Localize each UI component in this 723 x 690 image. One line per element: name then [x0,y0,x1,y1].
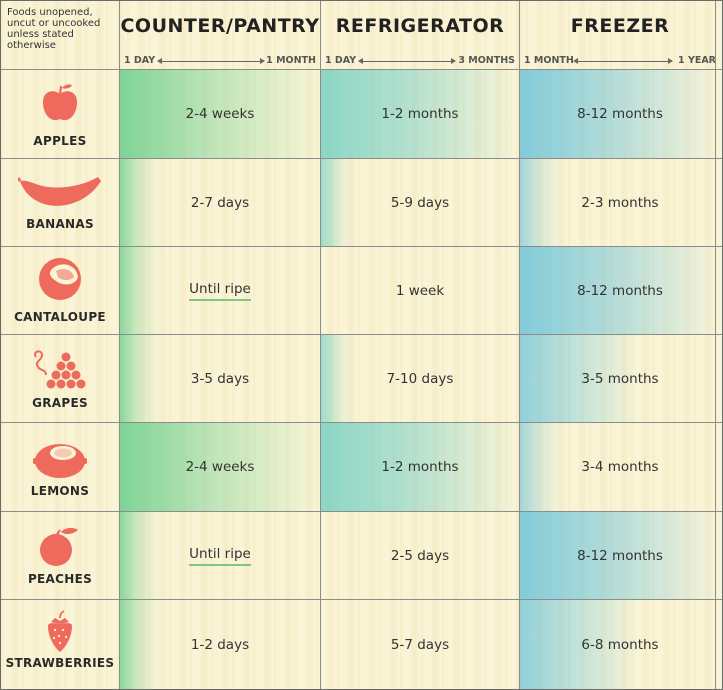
freezer-value: 8-12 months [577,547,663,564]
food-row-bananas: BANANAS 2-7 days 5-9 days 2-3 months [1,159,722,246]
fridge-cell: 5-7 days [321,600,519,689]
fridge-value: 5-9 days [390,194,450,211]
food-label-cell: APPLES [1,70,119,158]
freezer-value: 2-3 months [581,194,659,211]
grid-line [1,69,722,70]
pantry-cell: 1-2 days [120,600,320,689]
food-label-cell: STRAWBERRIES [1,600,119,689]
food-name: CANTALOUPE [14,310,106,324]
pantry-value: 2-7 days [190,194,250,211]
freezer-value: 6-8 months [581,636,659,653]
header-note: Foods unopened, uncut or uncooked unless… [7,7,101,51]
fridge-value: 7-10 days [386,370,454,387]
cantaloupe-icon [39,258,81,300]
lemon-icon [33,444,87,478]
food-name: STRAWBERRIES [5,656,115,670]
pantry-value: Until ripe [189,281,251,301]
peach-icon [40,528,78,566]
food-label-cell: BANANAS [1,159,119,246]
food-row-apples: APPLES 2-4 weeks 1-2 months 8-12 months [1,70,722,158]
freezer-value: 8-12 months [577,282,663,299]
fridge-cell: 1-2 months [321,70,519,158]
fridge-cell: 7-10 days [321,335,519,422]
scale-high: 1 MONTH [266,55,316,66]
scale-low: 1 MONTH [524,55,574,66]
freezer-cell: 8-12 months [520,512,720,599]
fridge-cell: 1 week [321,247,519,334]
scale-freezer: 1 MONTH 1 YEAR [520,55,720,67]
freezer-cell: 6-8 months [520,600,720,689]
apple-icon [42,84,78,121]
fridge-value: 1-2 months [381,106,459,122]
pantry-value: 3-5 days [190,370,250,387]
strawberry-icon [48,610,72,652]
scale-arrow [573,58,673,64]
pantry-value: 2-4 weeks [185,106,255,122]
grid-line [320,1,321,689]
pantry-cell: 2-4 weeks [120,423,320,511]
pantry-cell: 2-7 days [120,159,320,246]
freezer-cell: 3-4 months [520,423,720,511]
freezer-cell: 8-12 months [520,247,720,334]
fridge-cell: 1-2 months [321,423,519,511]
food-row-strawberries: STRAWBERRIES 1-2 days 5-7 days 6-8 month… [1,600,722,689]
fridge-value: 2-5 days [390,547,450,564]
scale-high: 3 MONTHS [458,55,515,66]
scale-arrow [358,58,456,64]
food-name: APPLES [33,134,87,148]
grid-line [1,422,722,423]
food-label-cell: CANTALOUPE [1,247,119,334]
pantry-value: 2-4 weeks [185,459,255,475]
food-row-grapes: GRAPES 3-5 days 7-10 days 3-5 months [1,335,722,422]
scale-high: 1 YEAR [678,55,716,66]
pantry-value: Until ripe [189,546,251,566]
grid-line [715,1,716,689]
food-label-cell: LEMONS [1,423,119,511]
scale-arrow [157,58,265,64]
grapes-icon [34,350,86,389]
freezer-cell: 8-12 months [520,70,720,158]
scale-low: 1 DAY [124,55,156,66]
fridge-value: 1 week [395,282,445,299]
pantry-cell: Until ripe [120,247,320,334]
grid-line [1,511,722,512]
pantry-value: 1-2 days [190,636,250,653]
fridge-cell: 2-5 days [321,512,519,599]
column-title-refrigerator: REFRIGERATOR [335,15,505,37]
food-row-cantaloupe: CANTALOUPE Until ripe 1 week 8-12 months [1,247,722,334]
freezer-cell: 3-5 months [520,335,720,422]
food-name: PEACHES [27,572,93,586]
food-name: LEMONS [30,484,90,498]
column-title-pantry: COUNTER/PANTRY [120,15,320,37]
scale-pantry: 1 DAY 1 MONTH [120,55,320,67]
food-row-peaches: PEACHES Until ripe 2-5 days 8-12 months [1,512,722,599]
grid-line [519,1,520,689]
pantry-cell: 3-5 days [120,335,320,422]
freezer-value: 3-5 months [581,370,659,387]
fridge-cell: 5-9 days [321,159,519,246]
grid-line [1,599,722,600]
fridge-value: 5-7 days [390,636,450,653]
column-title-freezer: FREEZER [570,15,670,37]
pantry-cell: 2-4 weeks [120,70,320,158]
scale-refrigerator: 1 DAY 3 MONTHS [321,55,519,67]
food-label-cell: PEACHES [1,512,119,599]
freezer-cell: 2-3 months [520,159,720,246]
freezer-value: 8-12 months [577,106,663,122]
grid-line [119,1,120,689]
grid-line [1,246,722,247]
grid-line [1,334,722,335]
banana-icon [18,177,101,206]
freezer-value: 3-4 months [581,459,659,475]
scale-low: 1 DAY [325,55,357,66]
food-name: GRAPES [32,396,88,410]
food-row-lemons: LEMONS 2-4 weeks 1-2 months 3-4 months [1,423,722,511]
grid-line [1,158,722,159]
pantry-cell: Until ripe [120,512,320,599]
food-name: BANANAS [26,217,94,231]
fridge-value: 1-2 months [381,459,459,475]
food-label-cell: GRAPES [1,335,119,422]
